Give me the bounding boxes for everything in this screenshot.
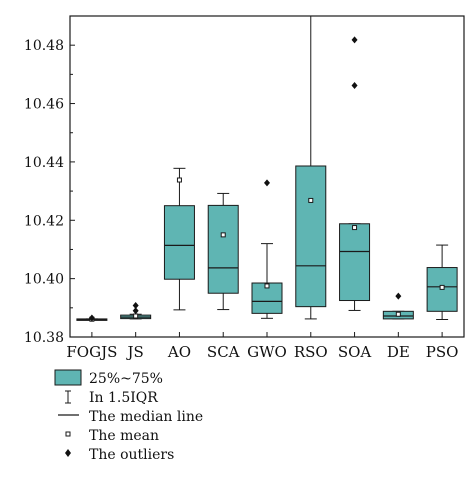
outlier-marker: [88, 314, 95, 322]
legend-outlier-icon: [65, 449, 71, 457]
plot-area: 10.38 10.40 10.42 10.44 10.46 10.48 FOGJS JS AO S…: [24, 15, 465, 361]
legend-mean-icon: [65, 431, 71, 437]
x-category-label: FOGJS: [66, 343, 117, 361]
x-category-label: AO: [167, 343, 191, 361]
x-category-label: GWO: [247, 343, 287, 361]
x-category-label: JS: [126, 343, 144, 361]
mean-marker: [308, 197, 314, 203]
box-iqr: [426, 267, 458, 312]
y-tick-label: 10.46: [24, 97, 64, 113]
legend-outlier-label: The outliers: [89, 447, 174, 463]
legend-median-label: The median line: [89, 409, 203, 425]
x-category-label: SOA: [338, 343, 372, 361]
x-category-label: PSO: [426, 343, 459, 361]
legend: 25%~75% In 1.5IQR The median line The me…: [54, 369, 203, 463]
y-tick-label: 10.40: [24, 272, 64, 288]
mean-marker: [439, 284, 445, 290]
x-category-label: SCA: [207, 343, 240, 361]
legend-box-swatch: [54, 369, 82, 386]
box-iqr: [295, 165, 327, 308]
legend-whisker-icon: [65, 390, 71, 404]
legend-whisker-label: In 1.5IQR: [89, 390, 158, 406]
mean-marker: [133, 313, 139, 319]
box-iqr: [339, 223, 371, 302]
outlier-marker: [351, 81, 358, 89]
outlier-marker: [351, 36, 358, 44]
mean-marker: [352, 225, 358, 231]
outlier-marker: [132, 301, 139, 309]
mean-marker: [220, 232, 226, 238]
mean-marker: [395, 311, 401, 317]
outlier-marker: [395, 292, 402, 300]
y-tick-label: 10.42: [24, 213, 64, 229]
mean-marker: [176, 177, 182, 183]
x-category-label: DE: [387, 343, 410, 361]
x-category-label: RSO: [294, 343, 328, 361]
legend-box-label: 25%~75%: [89, 371, 163, 387]
outlier-marker: [132, 307, 139, 315]
box-iqr: [207, 204, 239, 294]
box-iqr: [163, 205, 195, 280]
legend-mean-label: The mean: [89, 428, 159, 444]
y-tick-label: 10.44: [24, 155, 64, 171]
y-tick-label: 10.38: [24, 330, 64, 346]
y-tick-label: 10.48: [24, 38, 64, 54]
outlier-marker: [264, 179, 270, 187]
mean-marker: [264, 283, 270, 289]
